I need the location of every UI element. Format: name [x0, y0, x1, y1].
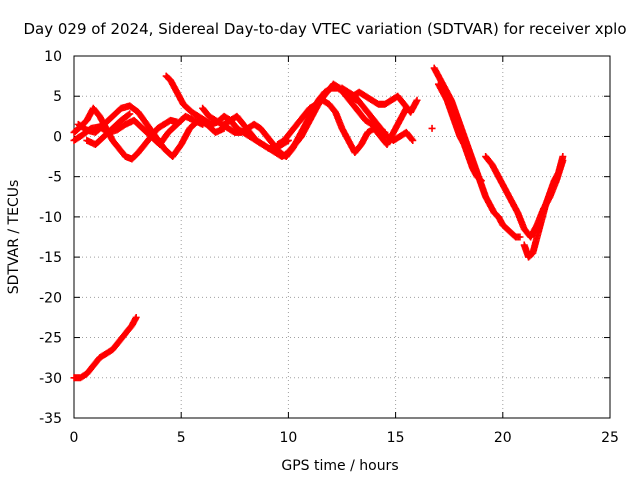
series-track-12: [428, 124, 436, 132]
y-tick-label: 10: [44, 49, 62, 65]
y-tick-label: -5: [48, 170, 62, 186]
x-tick-label: 20: [494, 430, 512, 446]
data-point: [409, 136, 417, 144]
series-track-4: [83, 110, 134, 148]
y-tick-label: 5: [53, 89, 62, 105]
y-tick-label: -35: [39, 411, 62, 427]
x-tick-label: 0: [70, 430, 79, 446]
y-tick-labels: 10 5 0 -5 -10 -15 -20 -25 -30 -35: [39, 49, 62, 427]
series-track-10: [338, 84, 417, 144]
x-tick-label: 25: [601, 430, 619, 446]
x-tick-label: 15: [387, 430, 405, 446]
y-tick-label: -10: [39, 210, 62, 226]
series-track-7: [220, 112, 292, 153]
data-point: [516, 233, 524, 241]
series-track-14: [434, 80, 485, 185]
y-tick-label: -15: [39, 250, 62, 266]
x-tick-label: 10: [279, 430, 297, 446]
series-track-15: [482, 153, 567, 241]
data-point: [125, 111, 133, 119]
data-point: [126, 110, 134, 118]
data-points: [70, 64, 567, 382]
data-point: [413, 96, 421, 104]
y-tick-label: -25: [39, 331, 62, 347]
y-tick-label: -20: [39, 290, 62, 306]
plot-frame: [73, 55, 611, 419]
y-tick-label: 0: [53, 129, 62, 145]
series-track-11: [349, 88, 421, 116]
series-track-3: [70, 112, 207, 148]
data-point: [132, 313, 140, 321]
x-tick-label: 5: [177, 430, 186, 446]
series-track-9: [284, 80, 389, 157]
series-track-17: [70, 313, 140, 382]
data-point: [476, 176, 484, 184]
grid-lines: [74, 56, 610, 418]
y-axis-label: SDTVAR / TECUs: [6, 180, 22, 295]
x-tick-labels: 0 5 10 15 20 25: [70, 430, 619, 446]
chart-title: Day 029 of 2024, Sidereal Day-to-day VTE…: [23, 20, 626, 38]
data-point: [428, 124, 436, 132]
data-point: [559, 153, 567, 161]
x-axis-label: GPS time / hours: [281, 458, 398, 474]
y-tick-label: -30: [39, 371, 62, 387]
data-point: [477, 177, 485, 185]
series-track-16: [520, 153, 567, 261]
data-point: [408, 135, 416, 143]
